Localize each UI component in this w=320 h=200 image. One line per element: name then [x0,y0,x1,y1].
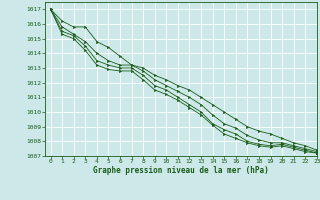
X-axis label: Graphe pression niveau de la mer (hPa): Graphe pression niveau de la mer (hPa) [93,166,269,175]
